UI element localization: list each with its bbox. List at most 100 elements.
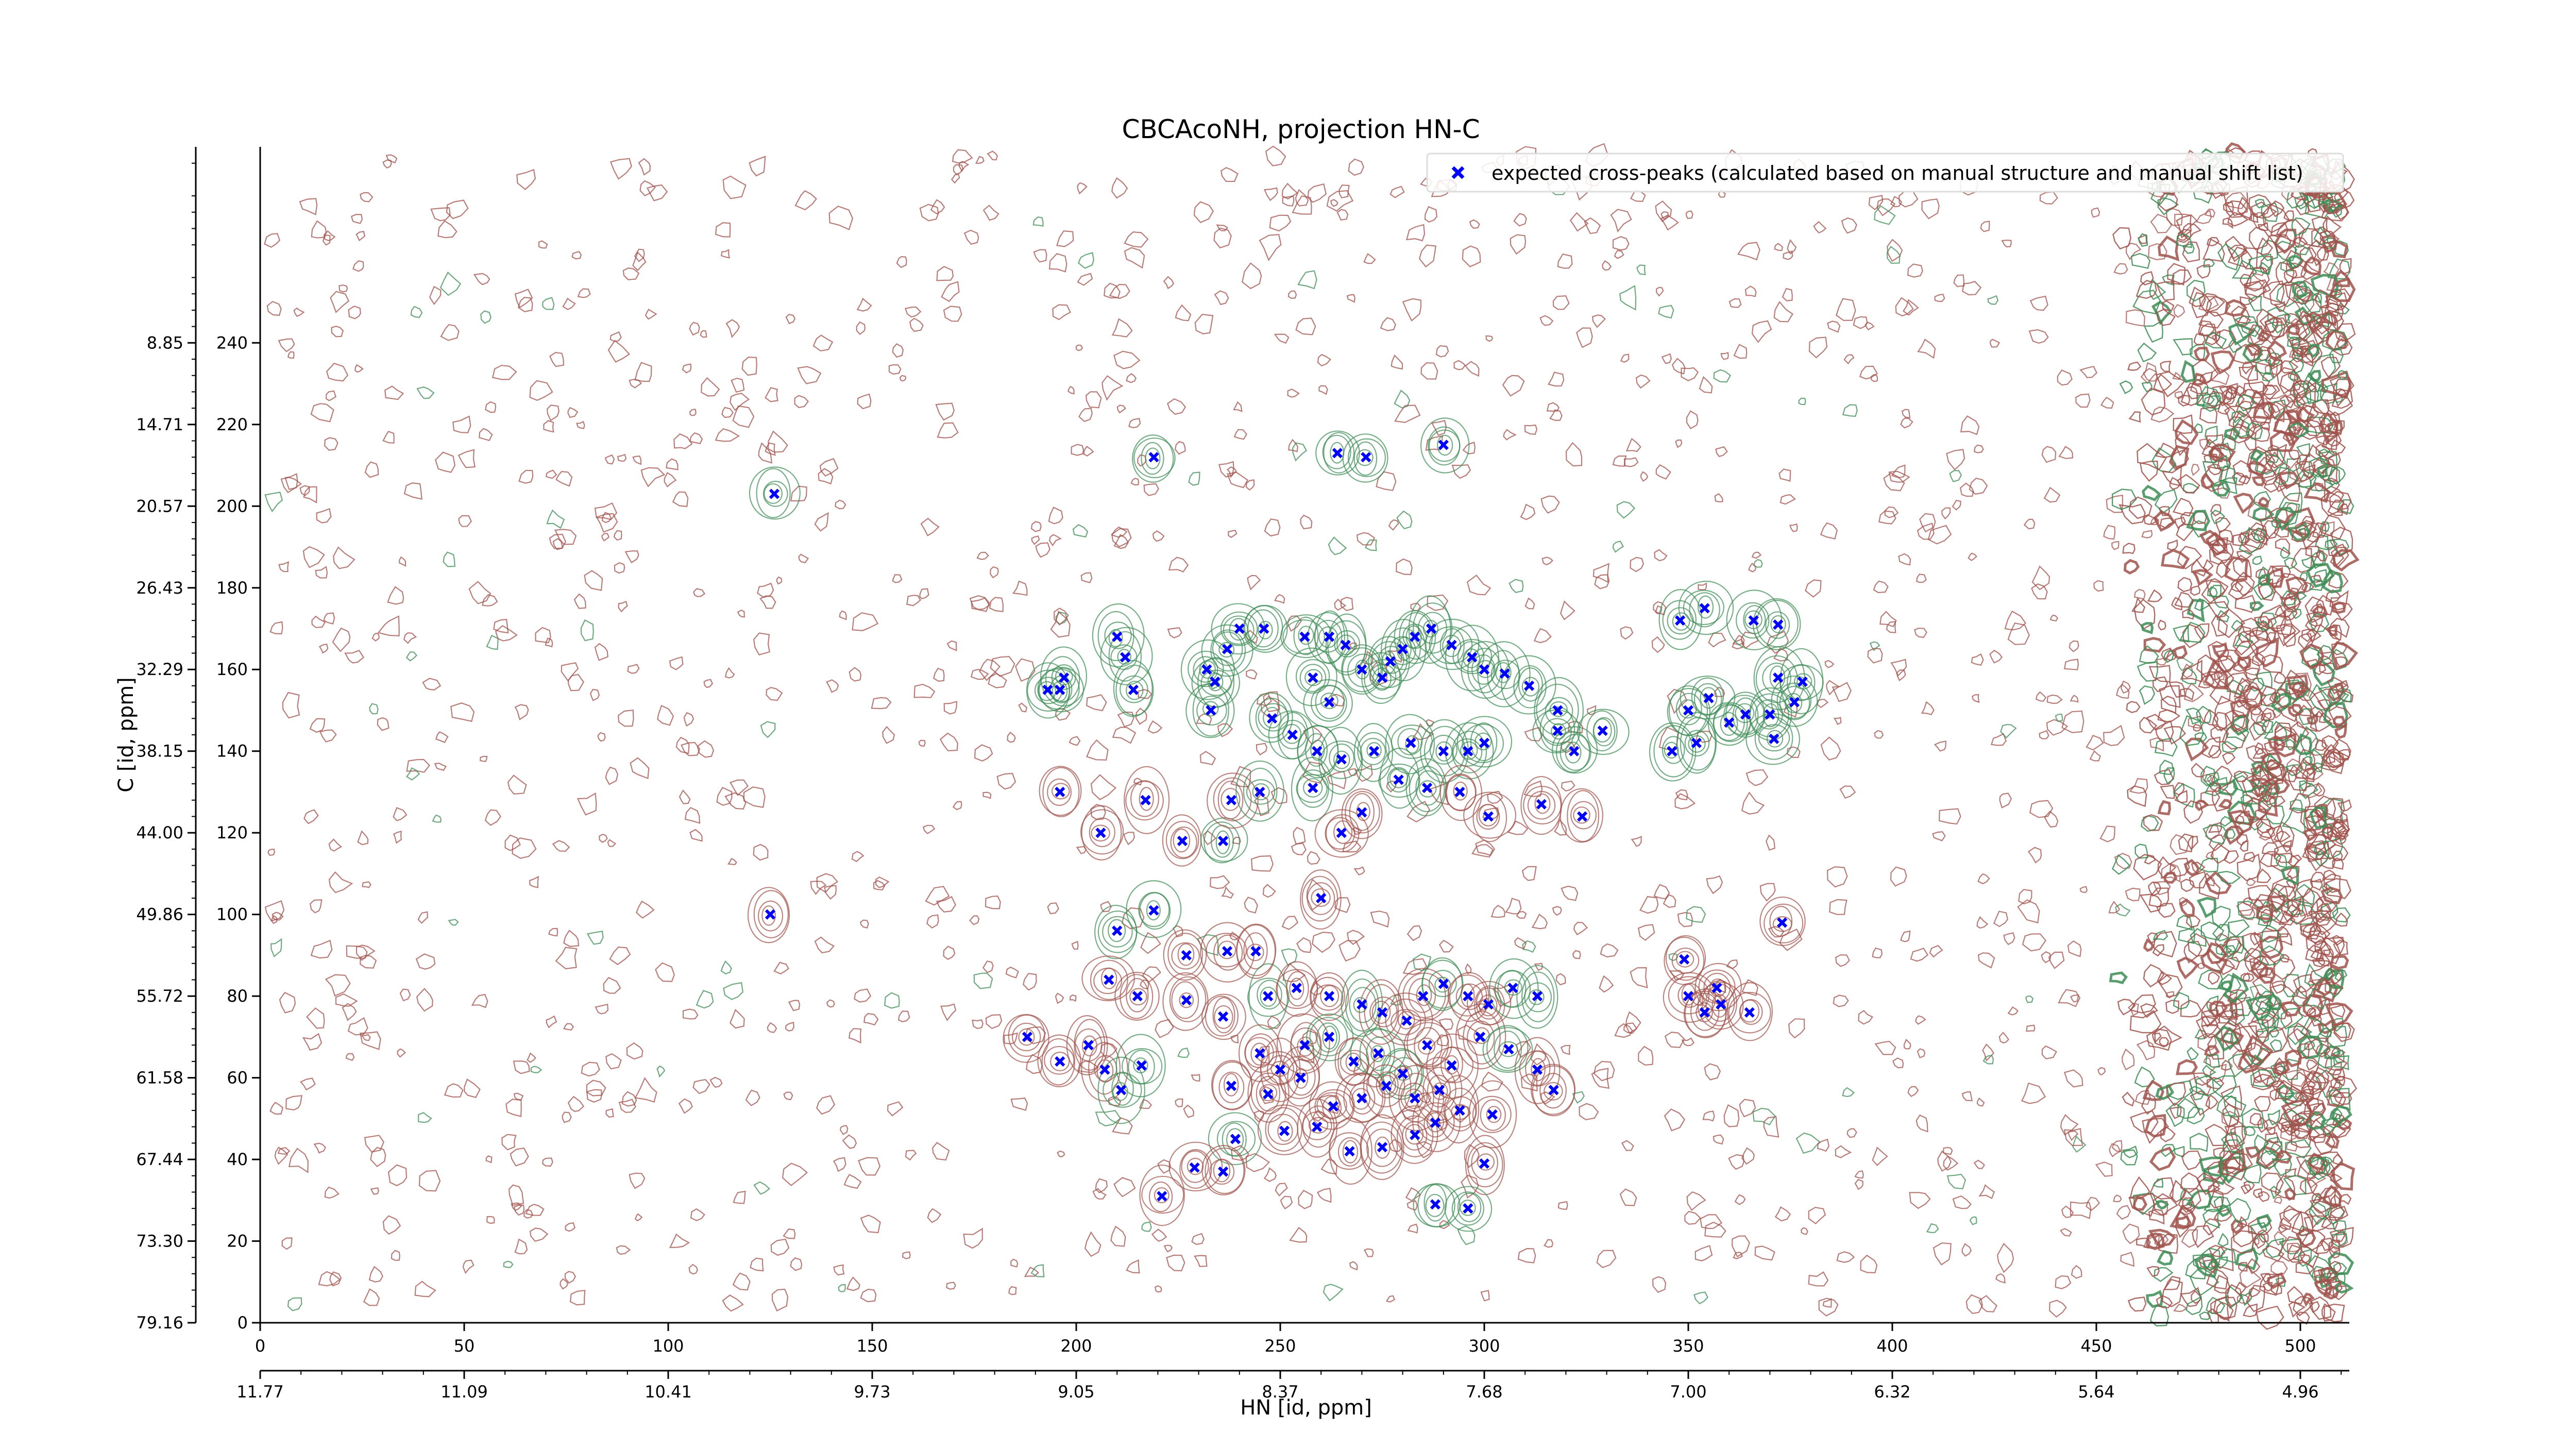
contour-line <box>2329 1260 2342 1275</box>
contour-line <box>656 1065 666 1078</box>
cross-peak-marker <box>1773 619 1784 630</box>
contour-line <box>2322 869 2336 880</box>
peak-contour <box>1378 763 1420 798</box>
contour-line <box>2201 1247 2221 1272</box>
contour-line <box>2316 247 2329 261</box>
contour-line <box>2278 705 2298 722</box>
contour-line <box>2157 1250 2174 1266</box>
peak-contour <box>1391 1009 1421 1035</box>
contour-line <box>443 551 455 567</box>
peak-contour <box>1282 619 1325 654</box>
contour-line <box>1307 851 1320 865</box>
peak-contour <box>1202 701 1219 717</box>
contour-line <box>2169 477 2181 490</box>
contour-line <box>689 409 697 416</box>
contour-line <box>370 1147 386 1168</box>
cross-peak-marker <box>1381 1081 1392 1091</box>
contour-line <box>605 1053 622 1070</box>
contour-line <box>2334 680 2349 693</box>
contour-line <box>1469 219 1480 229</box>
peak-contour <box>1545 697 1573 726</box>
contour-line <box>2221 1148 2246 1172</box>
peak-contour <box>1451 1191 1484 1226</box>
contour-line <box>480 755 488 762</box>
peak-contour <box>1050 1051 1070 1071</box>
contour-line <box>2332 1068 2345 1081</box>
contour-line <box>1032 216 1044 227</box>
contour-line <box>2238 475 2250 485</box>
contour-line <box>2303 1215 2332 1232</box>
peak-contour <box>1268 710 1314 760</box>
contour-line <box>753 844 769 861</box>
contour-line <box>2185 707 2201 725</box>
contour-line <box>2293 285 2313 306</box>
contour-line <box>2176 1098 2200 1119</box>
contour-line <box>2086 1197 2100 1211</box>
contour-line <box>1363 1248 1374 1257</box>
contour-line <box>485 1155 493 1164</box>
contour-line <box>1569 212 1589 232</box>
contour-line <box>2303 1041 2315 1051</box>
contour-line <box>595 1003 609 1015</box>
contour-line <box>1300 514 1313 530</box>
contour-line <box>2312 957 2326 968</box>
contour-line <box>2217 487 2230 499</box>
peak-contour <box>1397 1011 1415 1030</box>
contour-line <box>1431 419 1447 436</box>
cross-peak-marker <box>1699 603 1710 614</box>
peak-contour <box>1408 595 1451 664</box>
plot-area <box>259 142 2360 1330</box>
peak-contour <box>1201 993 1246 1040</box>
contour-line <box>357 830 369 846</box>
contour-line <box>2243 1125 2256 1136</box>
contour-line <box>2031 565 2050 591</box>
cross-peak-marker <box>1250 946 1261 957</box>
contour-line <box>1886 246 1901 264</box>
contour-line <box>871 697 892 710</box>
contour-line <box>1430 782 1449 805</box>
cross-peak-marker <box>1332 448 1343 459</box>
contour-line <box>2287 703 2304 717</box>
peak-contour <box>749 466 801 520</box>
contour-line <box>1681 1037 1695 1047</box>
contour-line <box>2187 1047 2199 1060</box>
contour-line <box>1599 975 1614 993</box>
cross-peak-marker <box>1357 807 1367 818</box>
contour-line <box>2270 1080 2288 1095</box>
contour-line <box>1890 659 1907 677</box>
contour-line <box>2046 694 2063 704</box>
peak-contour <box>1080 809 1124 855</box>
contour-line <box>926 914 939 929</box>
peak-contour <box>1039 667 1084 713</box>
contour-line <box>293 307 305 317</box>
y2-tick-label: 32.29 <box>136 660 183 679</box>
cross-peak-marker <box>1095 828 1106 838</box>
contour-line <box>1874 730 1884 739</box>
contour-line <box>2180 1172 2201 1193</box>
contour-line <box>2174 391 2183 399</box>
peak-contour <box>1179 992 1194 1008</box>
contour-line <box>2301 515 2314 528</box>
contour-line <box>1780 494 1796 505</box>
peak-contour <box>1247 1064 1290 1123</box>
contour-line <box>1259 234 1282 262</box>
contour-line <box>1086 694 1107 712</box>
contour-line <box>2173 414 2193 434</box>
contour-line <box>988 672 1007 688</box>
contour-line <box>1651 636 1665 653</box>
peak-contour <box>1539 706 1575 752</box>
contour-line <box>393 830 402 844</box>
peak-contour <box>1728 991 1771 1034</box>
contour-line <box>2259 313 2279 333</box>
contour-line <box>377 717 389 731</box>
cross-peak-marker <box>1324 990 1335 1002</box>
contour-line <box>2247 364 2270 394</box>
contour-line <box>1048 507 1063 525</box>
contour-line <box>2130 252 2150 269</box>
contour-line <box>824 885 837 900</box>
contour-line <box>2179 897 2188 907</box>
contour-line <box>2258 779 2279 803</box>
contour-line <box>516 169 536 190</box>
contour-line <box>601 533 610 542</box>
contour-line <box>486 1216 495 1224</box>
